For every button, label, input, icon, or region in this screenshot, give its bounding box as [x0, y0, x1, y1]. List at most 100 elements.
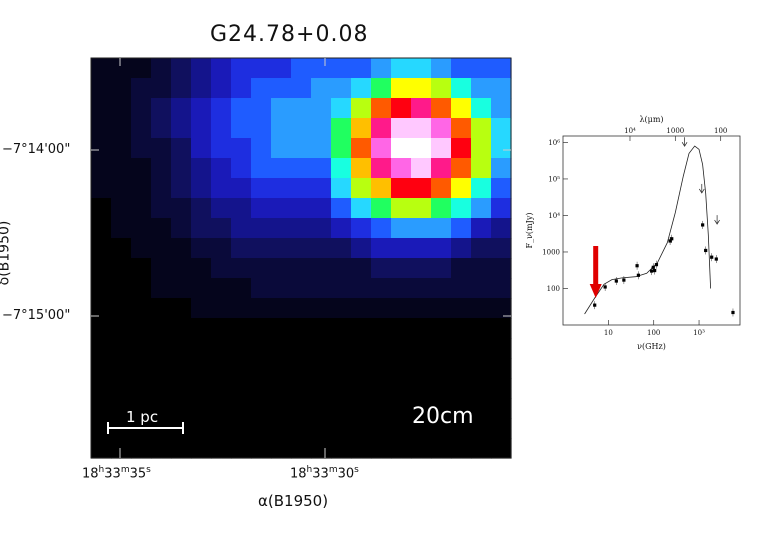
- map-pixel: [371, 78, 392, 99]
- map-pixel: [131, 378, 152, 399]
- map-pixel: [271, 138, 292, 159]
- map-pixel: [391, 318, 412, 339]
- sed-point: [714, 257, 718, 261]
- map-pixel: [311, 118, 332, 139]
- map-pixel: [291, 218, 312, 239]
- map-pixel: [91, 238, 112, 259]
- map-pixel: [451, 298, 472, 319]
- map-pixel: [491, 118, 512, 139]
- map-pixel: [111, 378, 132, 399]
- map-pixel: [351, 378, 372, 399]
- map-pixel: [111, 98, 132, 119]
- map-pixel: [251, 238, 272, 259]
- sed-point: [622, 278, 626, 282]
- intensity-pixel-grid: [91, 58, 512, 459]
- map-pixel: [251, 378, 272, 399]
- map-pixel: [491, 278, 512, 299]
- map-pixel: [471, 118, 492, 139]
- map-pixel: [291, 358, 312, 379]
- map-pixel: [291, 118, 312, 139]
- map-pixel: [91, 358, 112, 379]
- map-pixel: [111, 218, 132, 239]
- map-pixel: [231, 278, 252, 299]
- map-pixel: [491, 258, 512, 279]
- map-pixel: [171, 438, 192, 459]
- map-pixel: [251, 318, 272, 339]
- map-pixel: [351, 438, 372, 459]
- map-pixel: [311, 198, 332, 219]
- map-pixel: [91, 218, 112, 239]
- sed-top-tick-label: 1000: [666, 127, 684, 135]
- map-pixel: [391, 418, 412, 439]
- map-pixel: [331, 218, 352, 239]
- map-pixel: [331, 398, 352, 419]
- map-frame: [90, 57, 512, 459]
- map-pixel: [371, 98, 392, 119]
- map-pixel: [431, 438, 452, 459]
- map-pixel: [231, 58, 252, 79]
- map-pixel: [191, 298, 212, 319]
- map-pixel: [191, 378, 212, 399]
- map-pixel: [271, 398, 292, 419]
- map-pixel: [491, 358, 512, 379]
- map-pixel: [171, 158, 192, 179]
- map-pixel: [311, 278, 332, 299]
- map-pixel: [151, 238, 172, 259]
- map-pixel: [211, 178, 232, 199]
- map-pixel: [311, 338, 332, 359]
- map-pixel: [351, 138, 372, 159]
- map-pixel: [371, 398, 392, 419]
- map-pixel: [311, 238, 332, 259]
- map-pixel: [351, 118, 372, 139]
- map-pixel: [171, 298, 192, 319]
- map-pixel: [111, 138, 132, 159]
- ra-tick-label: 18h33m30s: [290, 465, 359, 482]
- map-pixel: [371, 138, 392, 159]
- map-pixel: [371, 358, 392, 379]
- map-pixel: [431, 138, 452, 159]
- map-pixel: [91, 378, 112, 399]
- map-pixel: [471, 58, 492, 79]
- map-y-axis-label: δ(B1950): [0, 220, 13, 286]
- map-pixel: [111, 258, 132, 279]
- map-pixel: [211, 198, 232, 219]
- sed-upper-limit-arrowhead: [699, 188, 705, 194]
- map-pixel: [151, 358, 172, 379]
- map-pixel: [491, 158, 512, 179]
- map-pixel: [351, 318, 372, 339]
- map-pixel: [491, 378, 512, 399]
- map-pixel: [371, 58, 392, 79]
- map-pixel: [271, 178, 292, 199]
- map-pixel: [131, 78, 152, 99]
- map-pixel: [91, 158, 112, 179]
- sed-point: [636, 273, 641, 277]
- map-pixel: [251, 438, 272, 459]
- map-pixel: [171, 258, 192, 279]
- map-title: G24.78+0.08: [210, 22, 369, 47]
- map-pixel: [151, 318, 172, 339]
- map-pixel: [411, 218, 432, 239]
- map-pixel: [311, 98, 332, 119]
- map-pixel: [471, 318, 492, 339]
- map-pixel: [231, 318, 252, 339]
- map-pixel: [331, 78, 352, 99]
- map-pixel: [431, 178, 452, 199]
- map-pixel: [91, 318, 112, 339]
- map-pixel: [251, 118, 272, 139]
- map-pixel: [451, 118, 472, 139]
- scale-bar-label: 1 pc: [126, 408, 159, 426]
- map-pixel: [111, 58, 132, 79]
- map-pixel: [211, 278, 232, 299]
- map-pixel: [251, 278, 272, 299]
- map-pixel: [411, 78, 432, 99]
- map-pixel: [271, 98, 292, 119]
- sed-y-tick-label: 100: [547, 285, 560, 293]
- map-tick-marks: [91, 58, 511, 458]
- map-pixel: [411, 238, 432, 259]
- map-pixel: [231, 398, 252, 419]
- map-pixel: [451, 318, 472, 339]
- map-pixel: [151, 258, 172, 279]
- map-pixel: [291, 278, 312, 299]
- sed-x-tick-label: 10³: [693, 329, 705, 337]
